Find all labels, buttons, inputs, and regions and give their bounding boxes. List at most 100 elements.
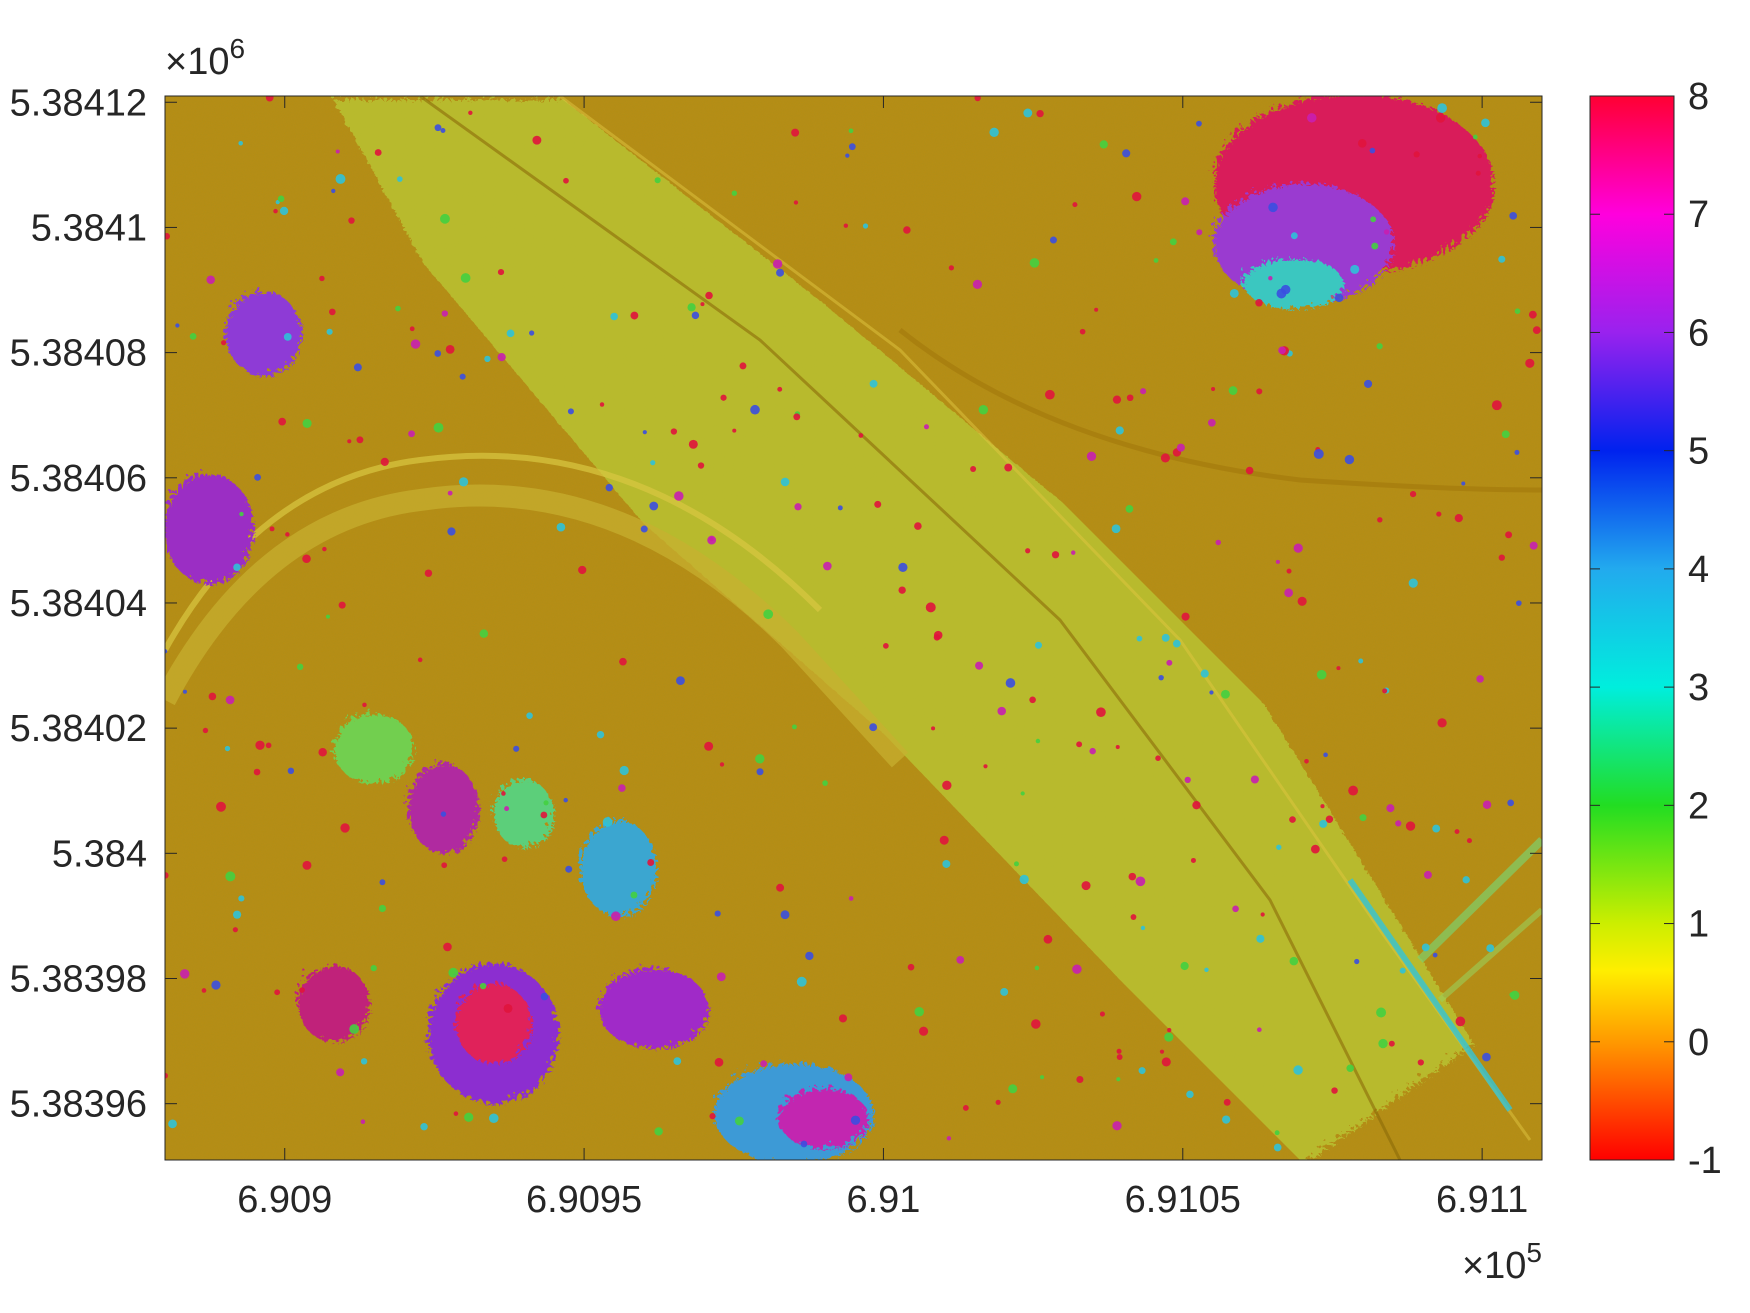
speckle <box>274 989 281 996</box>
speckle <box>253 768 261 776</box>
speckle <box>914 1006 924 1017</box>
speckle <box>479 982 487 990</box>
speckle <box>1334 293 1344 303</box>
colorbar-frame <box>1589 95 1675 1161</box>
speckle <box>983 764 988 769</box>
colorbar-tick-label: 6 <box>1688 312 1709 354</box>
speckle <box>1274 1130 1280 1136</box>
speckle <box>1166 659 1173 666</box>
speckle <box>1461 481 1466 486</box>
map-features <box>165 96 1542 1160</box>
speckle <box>1190 857 1196 863</box>
speckle <box>1126 394 1134 402</box>
speckle <box>1013 861 1019 867</box>
speckle <box>1135 876 1146 887</box>
speckle <box>1528 310 1537 319</box>
speckle <box>1255 299 1263 307</box>
speckle <box>1153 258 1159 263</box>
y-axis-exponent: ×106 <box>165 33 245 83</box>
speckle <box>445 345 455 354</box>
speckle <box>238 140 243 146</box>
speckle <box>731 190 738 196</box>
speckle <box>1454 829 1460 835</box>
speckle <box>277 195 285 203</box>
speckle <box>714 1057 724 1067</box>
speckle <box>942 859 951 868</box>
speckle <box>1437 718 1447 728</box>
speckle <box>1076 1075 1084 1084</box>
speckle <box>630 311 639 320</box>
speckle <box>1275 559 1280 564</box>
speckle <box>433 422 444 433</box>
speckle <box>649 501 659 511</box>
colorbar-gradient <box>1590 96 1674 1160</box>
speckle <box>1475 170 1481 176</box>
cyan-stripe <box>1347 878 1513 1112</box>
speckle <box>1207 418 1216 427</box>
speckle <box>1435 113 1446 123</box>
speckle <box>336 1068 345 1077</box>
speckle <box>1008 1084 1018 1094</box>
colorbar-tick-label: 0 <box>1688 1022 1709 1064</box>
speckle <box>1293 1065 1303 1075</box>
speckle <box>931 726 936 731</box>
colorbar-tick-label: 7 <box>1688 194 1709 236</box>
speckle <box>914 522 922 530</box>
speckle <box>175 323 180 328</box>
speckle <box>348 217 355 224</box>
speckle <box>1320 804 1325 809</box>
speckle <box>1323 752 1328 758</box>
speckle <box>273 208 278 214</box>
speckle <box>1111 524 1121 534</box>
y-tick-label: 5.38398 <box>10 958 147 1000</box>
speckle <box>1051 551 1060 559</box>
speckle <box>1509 211 1518 220</box>
colorbar-tick-label: 2 <box>1688 785 1709 827</box>
speckle <box>1498 255 1506 263</box>
speckle <box>1204 967 1209 973</box>
speckle <box>1096 707 1106 717</box>
speckle <box>1031 1019 1041 1029</box>
speckle <box>844 1073 853 1082</box>
colorbar-tick-label: 3 <box>1688 667 1709 709</box>
speckle <box>380 457 389 466</box>
speckle <box>978 405 989 415</box>
speckle <box>1025 548 1031 554</box>
speckle <box>395 305 401 312</box>
speckle <box>1164 1032 1174 1042</box>
speckle <box>1256 1027 1262 1033</box>
speckle <box>1112 395 1122 404</box>
speckle <box>1472 134 1478 140</box>
speckle <box>278 417 287 426</box>
speckle <box>189 332 197 340</box>
speckle <box>1115 745 1120 750</box>
speckle <box>647 859 655 866</box>
speckle <box>1290 232 1298 240</box>
speckle <box>777 386 783 392</box>
speckle <box>1089 747 1096 755</box>
speckle <box>1132 191 1142 202</box>
speckle <box>1423 870 1432 879</box>
speckle <box>642 430 647 435</box>
speckle <box>838 1014 848 1023</box>
speckle <box>898 586 906 594</box>
speckle <box>1509 992 1515 998</box>
speckle <box>441 310 448 317</box>
y-tick-label: 5.38408 <box>10 333 147 375</box>
speckle <box>843 223 849 228</box>
speckle <box>1229 288 1239 298</box>
speckle <box>1455 1016 1466 1027</box>
speckle <box>1167 1027 1172 1033</box>
speckle <box>1245 466 1254 475</box>
speckle <box>360 1119 366 1125</box>
corridor-edge-line <box>419 96 1402 1160</box>
speckle <box>335 174 346 184</box>
speckle <box>1417 1059 1424 1066</box>
speckle <box>1350 264 1360 274</box>
speckle <box>1192 800 1201 810</box>
speckle <box>1232 905 1239 913</box>
speckle <box>331 188 336 194</box>
speckle <box>776 883 785 892</box>
speckle <box>1079 328 1086 335</box>
